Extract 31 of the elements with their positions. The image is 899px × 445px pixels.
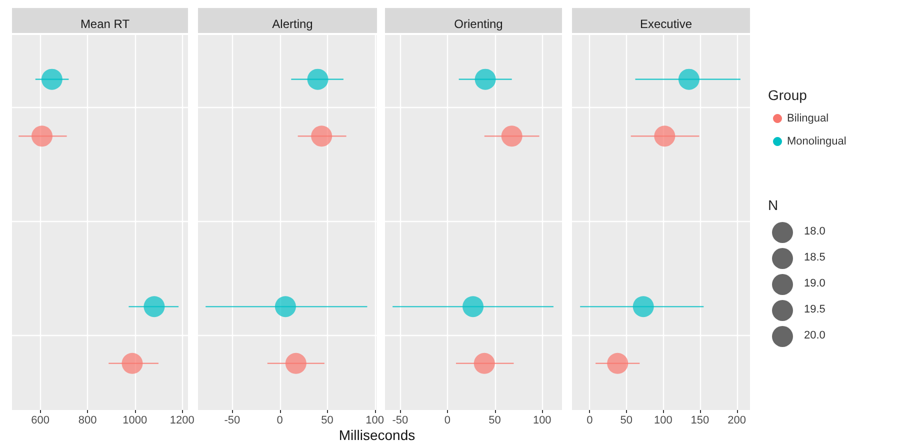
text: 19.5 bbox=[804, 304, 826, 316]
x-tick-label: 0 bbox=[276, 414, 283, 426]
x-tick-label: 0 bbox=[444, 414, 451, 426]
x-axis-title: Milliseconds bbox=[338, 427, 416, 443]
text: N bbox=[768, 197, 778, 213]
chart-title: Alerting bbox=[272, 17, 313, 31]
x-tick-label: 1200 bbox=[170, 414, 194, 426]
x-tick-label: -50 bbox=[392, 414, 408, 426]
x-tick-label: 50 bbox=[488, 414, 501, 426]
legend-label: Bilingual bbox=[787, 112, 829, 124]
legend-label: Monolingual bbox=[787, 136, 846, 148]
legend-title: Group bbox=[768, 87, 808, 103]
chart-title: Executive bbox=[640, 17, 692, 31]
text: 18.0 bbox=[804, 226, 826, 238]
x-tick-label: 100 bbox=[654, 414, 672, 426]
chart-title: Mean RT bbox=[80, 17, 130, 31]
text: 20.0 bbox=[804, 330, 826, 342]
x-tick-label: 600 bbox=[31, 414, 50, 426]
x-tick-label: 0 bbox=[586, 414, 593, 426]
x-tick-label: 50 bbox=[321, 414, 334, 426]
text: 19.0 bbox=[804, 278, 826, 290]
x-tick-label: 100 bbox=[532, 414, 552, 426]
x-tick-label: -50 bbox=[224, 414, 240, 426]
text: 18.5 bbox=[804, 252, 826, 264]
chart-title: Orienting bbox=[454, 17, 503, 31]
x-tick-label: 800 bbox=[78, 414, 97, 426]
x-tick-label: 100 bbox=[366, 414, 384, 426]
x-tick-label: 150 bbox=[690, 414, 710, 426]
x-tick-label: 1000 bbox=[122, 414, 148, 426]
x-tick-label: 200 bbox=[728, 414, 746, 426]
x-tick-label: 50 bbox=[620, 414, 633, 426]
